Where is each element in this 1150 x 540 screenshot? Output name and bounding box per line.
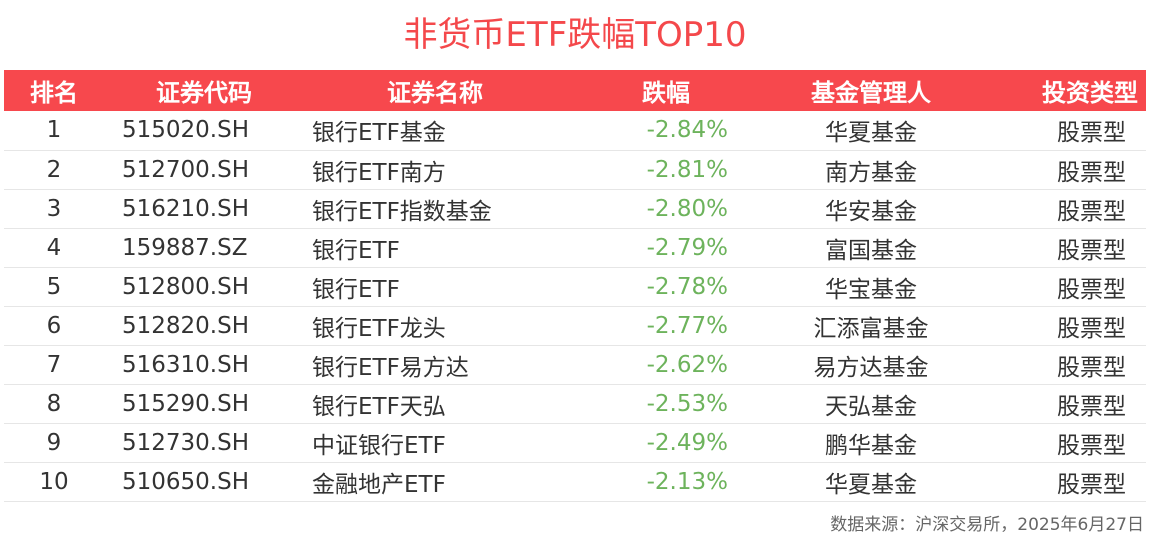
cell-type: 股票型 bbox=[1057, 471, 1126, 498]
cell-change: -2.80% bbox=[646, 195, 728, 222]
data-source-note: 数据来源：沪深交易所，2025年6月27日 bbox=[830, 515, 1144, 535]
header-name: 证券名称 bbox=[387, 79, 483, 107]
cell-change: -2.77% bbox=[646, 312, 728, 339]
cell-code: 512820.SH bbox=[122, 312, 250, 339]
cell-name: 中证银行ETF bbox=[312, 432, 446, 459]
cell-change: -2.49% bbox=[646, 429, 728, 456]
cell-change: -2.13% bbox=[646, 468, 728, 495]
cell-name: 银行ETF bbox=[312, 276, 400, 303]
header-change: 跌幅 bbox=[642, 79, 690, 107]
cell-code: 515020.SH bbox=[122, 117, 250, 144]
cell-manager: 华安基金 bbox=[825, 198, 917, 225]
cell-type: 股票型 bbox=[1057, 237, 1126, 264]
cell-type: 股票型 bbox=[1057, 276, 1126, 303]
table-row: 3 516210.SH 银行ETF指数基金 -2.80% 华安基金 股票型 bbox=[4, 189, 1146, 228]
cell-type: 股票型 bbox=[1057, 198, 1126, 225]
cell-manager: 南方基金 bbox=[825, 159, 917, 186]
cell-code: 512700.SH bbox=[122, 156, 250, 183]
cell-change: -2.53% bbox=[646, 390, 728, 417]
cell-type: 股票型 bbox=[1057, 432, 1126, 459]
table-row: 5 512800.SH 银行ETF -2.78% 华宝基金 股票型 bbox=[4, 267, 1146, 306]
cell-change: -2.84% bbox=[646, 117, 728, 144]
cell-rank: 10 bbox=[39, 468, 69, 495]
cell-manager: 汇添富基金 bbox=[813, 315, 929, 342]
table-title: 非货币ETF跌幅TOP10 bbox=[403, 15, 747, 55]
cell-manager: 天弘基金 bbox=[825, 393, 917, 420]
cell-type: 股票型 bbox=[1057, 354, 1126, 381]
cell-code: 516210.SH bbox=[122, 195, 250, 222]
cell-name: 银行ETF基金 bbox=[312, 120, 446, 147]
table-row: 6 512820.SH 银行ETF龙头 -2.77% 汇添富基金 股票型 bbox=[4, 306, 1146, 345]
cell-code: 510650.SH bbox=[122, 468, 250, 495]
cell-rank: 8 bbox=[46, 390, 62, 417]
cell-name: 银行ETF bbox=[312, 237, 400, 264]
cell-name: 银行ETF易方达 bbox=[312, 354, 469, 381]
cell-code: 159887.SZ bbox=[122, 234, 248, 261]
table-row: 8 515290.SH 银行ETF天弘 -2.53% 天弘基金 股票型 bbox=[4, 384, 1146, 423]
cell-rank: 4 bbox=[46, 234, 62, 261]
table-row: 1 515020.SH 银行ETF基金 -2.84% 华夏基金 股票型 bbox=[4, 111, 1146, 150]
cell-name: 银行ETF天弘 bbox=[312, 393, 446, 420]
cell-manager: 易方达基金 bbox=[813, 354, 929, 381]
cell-manager: 鹏华基金 bbox=[825, 432, 917, 459]
table-header-row: 排名 证券代码 证券名称 跌幅 基金管理人 投资类型 bbox=[4, 70, 1146, 111]
cell-code: 512730.SH bbox=[122, 429, 250, 456]
header-manager: 基金管理人 bbox=[811, 79, 931, 107]
header-code: 证券代码 bbox=[156, 79, 252, 107]
cell-rank: 1 bbox=[46, 117, 62, 144]
cell-code: 512800.SH bbox=[122, 273, 250, 300]
cell-rank: 5 bbox=[46, 273, 62, 300]
cell-code: 515290.SH bbox=[122, 390, 250, 417]
table-row: 9 512730.SH 中证银行ETF -2.49% 鹏华基金 股票型 bbox=[4, 423, 1146, 462]
cell-type: 股票型 bbox=[1057, 159, 1126, 186]
cell-type: 股票型 bbox=[1057, 120, 1126, 147]
cell-rank: 6 bbox=[46, 312, 62, 339]
table-row: 7 516310.SH 银行ETF易方达 -2.62% 易方达基金 股票型 bbox=[4, 345, 1146, 384]
cell-manager: 华夏基金 bbox=[825, 120, 917, 147]
table-row: 4 159887.SZ 银行ETF -2.79% 富国基金 股票型 bbox=[4, 228, 1146, 267]
cell-type: 股票型 bbox=[1057, 315, 1126, 342]
cell-change: -2.62% bbox=[646, 351, 728, 378]
cell-change: -2.81% bbox=[646, 156, 728, 183]
cell-name: 银行ETF南方 bbox=[312, 159, 446, 186]
etf-decline-table: 排名 证券代码 证券名称 跌幅 基金管理人 投资类型 1 515020.SH 银… bbox=[4, 70, 1146, 502]
cell-change: -2.78% bbox=[646, 273, 728, 300]
cell-change: -2.79% bbox=[646, 234, 728, 261]
cell-name: 银行ETF指数基金 bbox=[312, 198, 492, 225]
table-row: 10 510650.SH 金融地产ETF -2.13% 华夏基金 股票型 bbox=[4, 462, 1146, 501]
cell-rank: 7 bbox=[46, 351, 62, 378]
header-rank: 排名 bbox=[30, 79, 78, 107]
cell-rank: 9 bbox=[46, 429, 62, 456]
cell-type: 股票型 bbox=[1057, 393, 1126, 420]
cell-name: 金融地产ETF bbox=[312, 471, 446, 498]
header-type: 投资类型 bbox=[1042, 79, 1138, 107]
cell-rank: 2 bbox=[46, 156, 62, 183]
table-row: 2 512700.SH 银行ETF南方 -2.81% 南方基金 股票型 bbox=[4, 150, 1146, 189]
cell-manager: 富国基金 bbox=[825, 237, 917, 264]
cell-manager: 华夏基金 bbox=[825, 471, 917, 498]
cell-name: 银行ETF龙头 bbox=[312, 315, 446, 342]
cell-manager: 华宝基金 bbox=[825, 276, 917, 303]
cell-rank: 3 bbox=[46, 195, 62, 222]
cell-code: 516310.SH bbox=[122, 351, 250, 378]
